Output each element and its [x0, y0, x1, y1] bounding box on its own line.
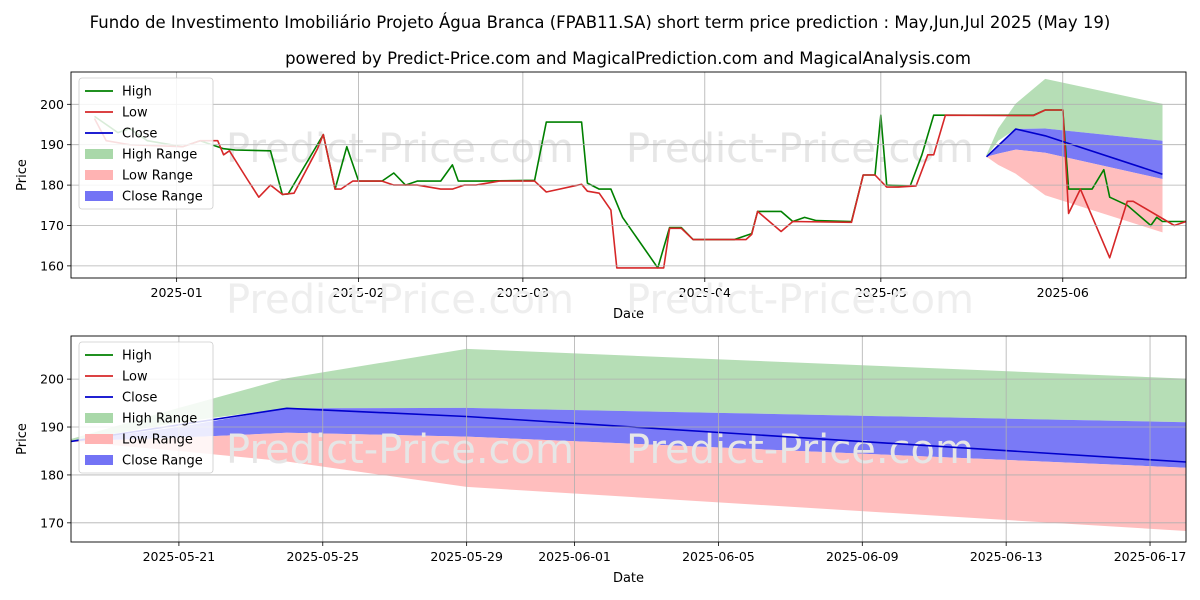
band-close-range: [71, 407, 1186, 468]
legend-label: High Range: [122, 148, 197, 163]
legend-swatch-patch: [85, 191, 113, 201]
x-tick-label: 2025-01: [151, 285, 203, 300]
legend-label: High: [122, 85, 152, 100]
x-tick-label: 2025-04: [679, 285, 731, 300]
panel-1: Predict-Price.com Predict-Price.com2025-0…: [15, 71, 1187, 322]
x-tick-label: 2025-06-13: [970, 549, 1043, 564]
legend-label: Low: [122, 370, 148, 385]
watermark: Predict-Price.com: [226, 277, 574, 323]
y-tick-label: 190: [40, 137, 64, 152]
legend-swatch-patch: [85, 149, 113, 159]
y-tick-label: 170: [40, 218, 64, 233]
legend-label: Low Range: [122, 433, 193, 448]
watermark: Predict-Price.com: [626, 277, 974, 323]
watermark: Predict-Price.com: [626, 126, 974, 172]
watermark: Predict-Price.com: [626, 427, 974, 473]
band-high-range: [986, 78, 1163, 157]
y-tick-label: 190: [40, 420, 64, 435]
y-tick-label: 180: [40, 178, 64, 193]
series-line-low: [93, 109, 1186, 269]
x-tick-label: 2025-05-29: [430, 549, 503, 564]
legend: High Low Close High Range Low Range Close Ran…: [78, 77, 214, 210]
x-tick-label: 2025-06-05: [682, 549, 755, 564]
band-low-range: [71, 432, 1186, 531]
legend-label: Close: [122, 391, 157, 406]
band-close-range: [986, 128, 1163, 179]
x-tick-label: 2025-05-25: [286, 549, 359, 564]
x-tick-label: 2025-06-17: [1114, 549, 1187, 564]
plot-area: Predict-Price.com Predict-Price.com: [93, 78, 1186, 269]
x-tick-label: 2025-03: [497, 285, 549, 300]
x-axis-label: Date: [613, 307, 644, 322]
plot-frame: [70, 71, 1187, 279]
legend-label: Low: [122, 106, 148, 121]
legend: High Low Close High Range Low Range Close Ran…: [78, 341, 214, 474]
x-tick-label: 2025-05: [855, 285, 907, 300]
legend-label: Low Range: [122, 169, 193, 184]
y-tick-label: 170: [40, 515, 64, 530]
x-tick-label: 2025-02: [332, 285, 384, 300]
y-tick-label: 160: [40, 258, 64, 273]
legend-label: Close Range: [122, 454, 203, 469]
plot-frame: [70, 335, 1187, 543]
legend-label: Close Range: [122, 190, 203, 205]
y-axis-label: Price: [15, 423, 30, 455]
legend-label: High Range: [122, 412, 197, 427]
plot-area: Predict-Price.com Predict-Price.com: [71, 348, 1186, 531]
y-tick-label: 180: [40, 467, 64, 482]
legend-swatch-patch: [85, 434, 113, 444]
x-tick-label: 2025-06-09: [826, 549, 899, 564]
x-axis-label: Date: [613, 571, 644, 586]
legend-label: Close: [122, 127, 157, 142]
legend-swatch-patch: [85, 170, 113, 180]
y-tick-label: 200: [40, 97, 64, 112]
chart-subtitle: powered by Predict-Price.com and Magical…: [285, 49, 971, 68]
series-line-close: [985, 128, 1163, 175]
band-high-range: [71, 348, 1186, 442]
y-axis-label: Price: [15, 159, 30, 191]
panel-2: Predict-Price.com Predict-Price.com 2025-0…: [15, 335, 1187, 586]
x-tick-label: 2025-06: [1037, 285, 1089, 300]
legend-swatch-patch: [85, 455, 113, 465]
legend-label: High: [122, 349, 152, 364]
watermark: Predict-Price.com: [226, 126, 574, 172]
y-tick-label: 200: [40, 372, 64, 387]
x-tick-label: 2025-06-01: [538, 549, 611, 564]
legend-swatch-patch: [85, 413, 113, 423]
band-low-range: [986, 149, 1163, 233]
watermark: Predict-Price.com: [226, 427, 574, 473]
x-tick-label: 2025-05-21: [143, 549, 216, 564]
chart-title: Fundo de Investimento Imobiliário Projet…: [90, 13, 1111, 32]
